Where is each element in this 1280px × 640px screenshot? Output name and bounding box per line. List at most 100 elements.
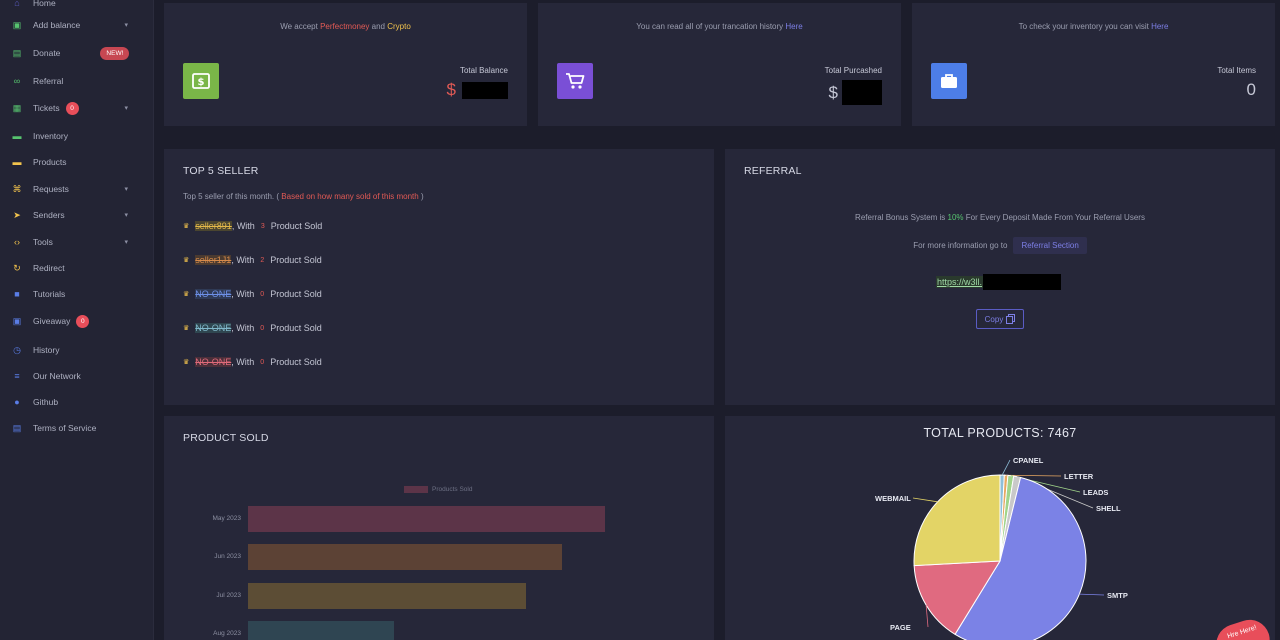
seller-suffix: Product Sold <box>270 323 322 333</box>
sidebar-item-label: Senders <box>33 210 65 220</box>
referral-bonus-text: Referral Bonus System is 10% For Every D… <box>855 213 1145 222</box>
total-purchased-value: $ <box>829 80 882 105</box>
product-sold-title: PRODUCT SOLD <box>183 432 269 444</box>
seller-suffix: Product Sold <box>270 221 323 231</box>
redacted-balance <box>462 81 508 99</box>
link-icon: ∞ <box>13 76 21 86</box>
sidebar-item-products[interactable]: ▬ Products <box>0 151 154 173</box>
sidebar-item-label: History <box>33 345 60 355</box>
bar-aug-2023 <box>248 621 395 640</box>
sidebar-item-github[interactable]: ● Github <box>0 391 154 413</box>
crown-icon: ♛ <box>183 223 190 230</box>
inventory-here-link[interactable]: Here <box>1151 22 1169 31</box>
sidebar-item-donate[interactable]: ▤ Donate NEW! <box>0 42 154 64</box>
balance-card: We accept Perfectmoney and Crypto $ Tota… <box>164 3 527 126</box>
chevron-down-icon: ▾ <box>124 239 128 246</box>
redacted-referral-code <box>983 274 1062 290</box>
seller-with-text: , With <box>231 255 255 265</box>
redacted-purchased <box>842 80 882 105</box>
sidebar-badge: NEW! <box>100 46 130 60</box>
sidebar-item-our-network[interactable]: ≡ Our Network <box>0 365 154 387</box>
total-balance-value: $ <box>447 80 508 100</box>
gift-icon: ▤ <box>12 47 22 58</box>
referral-link[interactable]: https://w3ll. <box>936 274 1062 290</box>
copy-button[interactable]: Copy <box>976 309 1024 329</box>
history-here-link[interactable]: Here <box>785 22 803 31</box>
sidebar-item-tools[interactable]: ‹› Tools ▾ <box>0 231 154 253</box>
sidebar-item-label: Inventory <box>33 131 68 141</box>
sidebar-item-label: Donate <box>33 48 61 58</box>
legend-swatch <box>404 486 428 493</box>
sidebar-item-tutorials[interactable]: ■ Tutorials <box>0 283 154 305</box>
seller-suffix: Product Sold <box>270 357 322 367</box>
legend-label: Products Sold <box>432 486 473 493</box>
pie-leader-line <box>1001 459 1011 476</box>
sidebar-item-tickets[interactable]: ▦ Tickets 0 ▾ <box>0 97 154 119</box>
pie-label: LEADS <box>1083 488 1108 497</box>
seller-row: ♛ NO-ONE, With 0 Product Sold <box>183 323 322 333</box>
referral-section-button[interactable]: Referral Section <box>1013 237 1087 254</box>
sidebar-item-terms-of-service[interactable]: ▤ Terms of Service <box>0 417 154 439</box>
seller-count: 0 <box>260 290 265 298</box>
chevron-down-icon: ▾ <box>124 22 128 29</box>
total-purchased-label: Total Purcashed <box>824 66 882 75</box>
sidebar-item-inventory[interactable]: ▬ Inventory <box>0 125 154 147</box>
sidebar-item-label: Referral <box>33 76 64 86</box>
seller-row: ♛ NO-ONE, With 0 Product Sold <box>183 357 322 367</box>
sidebar-item-label: Github <box>33 397 59 407</box>
sidebar-item-giveaway[interactable]: ▣ Giveaway 0 <box>0 310 154 332</box>
pie-label: PAGE <box>890 623 911 632</box>
total-balance-label: Total Balance <box>459 66 508 75</box>
document-icon: ▤ <box>12 422 22 433</box>
seller-row: ♛ NO-ONE, With 0 Product Sold <box>183 289 322 299</box>
perfectmoney-link[interactable]: Perfectmoney <box>320 22 370 31</box>
shop-icon: ▬ <box>12 157 22 167</box>
referral-card: REFERRAL Referral Bonus System is 10% Fo… <box>725 149 1275 405</box>
home-icon: ⌂ <box>14 0 20 8</box>
seller-with-text: , With <box>231 221 255 231</box>
pie-slice-webmail <box>913 474 1001 567</box>
sidebar-item-label: Requests <box>33 184 69 194</box>
sidebar-badge: 0 <box>76 314 90 328</box>
pie-chart-title: TOTAL PRODUCTS: 7467 <box>923 426 1077 440</box>
copy-icon <box>1006 314 1016 324</box>
sidebar-item-redirect[interactable]: ↻ Redirect <box>0 257 154 279</box>
gift-box-icon: ▣ <box>12 315 22 326</box>
bar-category-label: Jul 2023 <box>216 592 241 599</box>
seller-with-text: , With <box>231 289 255 299</box>
sidebar-item-label: Add balance <box>33 20 81 30</box>
crypto-link[interactable]: Crypto <box>387 22 411 31</box>
seller-name: seller891 <box>195 221 232 231</box>
crown-icon: ♛ <box>183 291 190 298</box>
pie-label: CPANEL <box>1013 456 1044 465</box>
sidebar-item-requests[interactable]: ⌘ Requests ▾ <box>0 178 154 200</box>
items-card: To check your inventory you can visit He… <box>912 3 1275 126</box>
ticket-icon: ▦ <box>12 102 22 113</box>
request-icon: ⌘ <box>12 183 22 194</box>
sidebar-item-home[interactable]: ⌂ Home <box>0 0 154 14</box>
purchased-card: You can read all of your trancation hist… <box>538 3 901 126</box>
sidebar-item-referral[interactable]: ∞ Referral <box>0 70 154 92</box>
top-seller-title: TOP 5 SELLER <box>183 165 259 177</box>
github-icon: ● <box>14 397 20 407</box>
pie-slice-smtp <box>954 476 1087 640</box>
seller-name: seller1J1 <box>195 255 232 265</box>
bar-jul-2023 <box>248 583 527 609</box>
seller-count: 0 <box>260 358 265 366</box>
crown-icon: ♛ <box>183 257 190 264</box>
video-icon: ■ <box>14 289 20 299</box>
sidebar-item-label: Home <box>33 0 56 8</box>
total-items-label: Total Items <box>1217 66 1256 75</box>
sidebar-item-add-balance[interactable]: ▣ Add balance ▾ <box>0 14 154 36</box>
pie-leader-line <box>1079 593 1105 596</box>
sidebar-item-label: Redirect <box>33 263 65 273</box>
send-icon: ➤ <box>13 209 21 220</box>
pie-chart: CPANEL LETTER LEADS SHELL SMTP PAGE WEBMAIL <box>875 456 1128 640</box>
sidebar-item-history[interactable]: ◷ History <box>0 339 154 361</box>
bar-category-label: Aug 2023 <box>213 630 241 637</box>
product-sold-card: PRODUCT SOLD Products Sold May 2023 Jun 2… <box>164 416 714 640</box>
referral-title: REFERRAL <box>744 165 802 177</box>
seller-name: NO-ONE <box>195 289 232 299</box>
sidebar-item-senders[interactable]: ➤ Senders ▾ <box>0 204 154 226</box>
referral-url[interactable]: https://w3ll. <box>936 276 984 288</box>
